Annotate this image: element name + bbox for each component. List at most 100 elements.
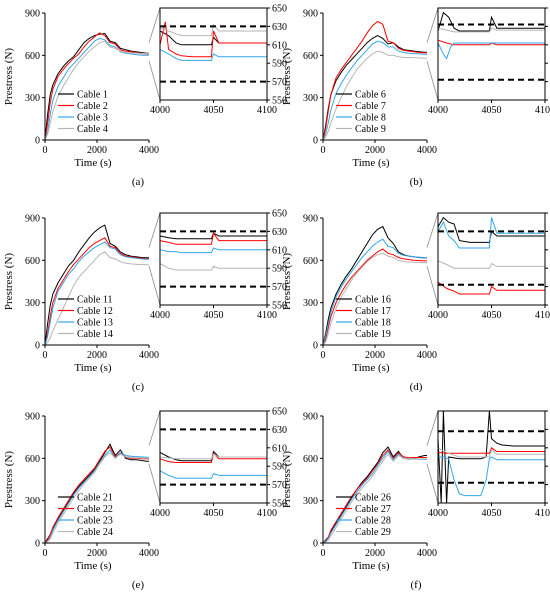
panel6-legend-label-4: Cable 29: [355, 527, 391, 538]
panel5-main-xtick-label: 4000: [139, 548, 159, 559]
panel5-inset-ytick-label: 550: [272, 499, 287, 510]
panel4-main-ytick-label: 600: [303, 256, 318, 267]
panel5-inset-ytick-label: 610: [272, 443, 287, 454]
panel3-main-xtick-label: 4000: [139, 350, 159, 361]
panel5-caption: (e): [132, 579, 145, 591]
panel4-zoom-connector-bottom: [426, 265, 439, 306]
panel1-inset-ytick-label: 610: [272, 40, 287, 51]
panel5-inset-series-3: [159, 470, 267, 479]
panel6-inset-series-4: [437, 447, 545, 458]
panel1-main-ytick-label: 300: [25, 93, 40, 104]
panel5-main-xtick-label: 2000: [87, 548, 107, 559]
panel6-inset-xtick-label: 4100: [535, 508, 550, 519]
panel2-main-xtick-label: 4000: [417, 145, 437, 156]
panel6-legend-label-2: Cable 27: [355, 504, 391, 515]
panel2-inset-xtick-label: 4050: [482, 105, 502, 116]
panel2-zoom-connector-bottom: [426, 60, 439, 101]
panel5-inset-xtick-label: 4100: [257, 508, 277, 519]
panel5-inset-ytick-label: 650: [272, 407, 287, 418]
panel1-inset-ytick-label: 550: [272, 96, 287, 107]
panel1-xlabel: Time (s): [74, 157, 112, 169]
panel3-zoom-connector-top: [148, 212, 161, 248]
panel3-main-xtick-label: 2000: [87, 350, 107, 361]
panel2-legend-label-1: Cable 6: [355, 90, 386, 101]
panel4-inset-series-4: [437, 260, 545, 269]
panel3-inset-ytick-label: 590: [272, 264, 287, 275]
panel1-inset-series-2: [159, 21, 267, 58]
panel3-inset-series-3: [159, 247, 267, 254]
panel6-ylabel: Prestress (N): [281, 451, 293, 508]
panel1-main-ytick-label: 600: [25, 51, 40, 62]
panel3-inset-ytick-label: 550: [272, 301, 287, 312]
panel1-inset-xtick-label: 4050: [204, 105, 224, 116]
panel6-main-ytick-label: 300: [303, 496, 318, 507]
panel2-main-series-4: [322, 50, 427, 141]
panel2-caption: (b): [410, 176, 423, 188]
panel5-inset-xtick-label: 4050: [204, 508, 224, 519]
panel1-zoom-connector-top: [148, 7, 161, 43]
panel6-main-ytick-label: 900: [303, 412, 318, 423]
panel3-legend-label-2: Cable 12: [77, 306, 113, 317]
panel1-main-xtick-label: 0: [43, 145, 48, 156]
panel2-main-series-1: [322, 35, 427, 141]
panel3-inset-ytick-label: 570: [272, 282, 287, 293]
panel1-inset-series-3: [159, 48, 267, 61]
panel3-inset-series-4: [159, 263, 267, 271]
panel5-main-series-3: [44, 449, 149, 544]
panel1-inset-ytick-label: 570: [272, 77, 287, 88]
panel3-inset-background: [160, 213, 267, 305]
panel1-main-series-1: [44, 32, 149, 141]
panel6-legend-label-1: Cable 26: [355, 493, 391, 504]
panel4-xlabel: Time (s): [352, 362, 390, 374]
panel3-zoom-connector-bottom: [148, 265, 161, 306]
panel1-main-series-4: [44, 40, 149, 141]
panel3-main-ytick-label: 600: [25, 256, 40, 267]
panel6-main-xtick-label: 0: [321, 548, 326, 559]
panel3-main-series-1: [44, 224, 149, 346]
panel1-zoom-connector-bottom: [148, 60, 161, 101]
panel5-inset-series-2: [159, 452, 267, 463]
panel1-inset-xtick-label: 4000: [150, 105, 170, 116]
panel3-main-series-2: [44, 237, 149, 346]
panel6-main-xtick-label: 4000: [417, 548, 437, 559]
panel5-main-series-1: [44, 443, 149, 544]
panel1-legend-label-3: Cable 3: [77, 113, 108, 124]
panel2-main-ytick-label: 900: [303, 9, 318, 20]
panel4-legend-label-1: Cable 16: [355, 295, 391, 306]
panel4-main-xtick-label: 4000: [417, 350, 437, 361]
panel4-caption: (d): [410, 381, 423, 393]
panel5-main-series-2: [44, 446, 149, 544]
panel1-inset-series-4: [159, 23, 267, 37]
panel2-inset-xtick-label: 4100: [535, 105, 550, 116]
panel2-legend-label-2: Cable 7: [355, 101, 386, 112]
panel4-main-xtick-label: 0: [321, 350, 326, 361]
panel1-inset-ytick-label: 650: [272, 4, 287, 15]
panel6-inset-series-2: [437, 447, 545, 454]
panel4-inset-series-3: [437, 217, 545, 249]
panel2-inset-series-4: [437, 27, 545, 33]
panel5-legend-label-3: Cable 23: [77, 516, 113, 527]
panel2-main-ytick-label: 600: [303, 51, 318, 62]
panel2-xlabel: Time (s): [352, 157, 390, 169]
panel1-main-xtick-label: 2000: [87, 145, 107, 156]
panel4-inset-series-1: [437, 216, 545, 243]
panel6-zoom-connector-bottom: [426, 463, 439, 504]
panel1-main-series-2: [44, 32, 149, 141]
panel3-inset-series-2: [159, 231, 267, 245]
panel5-legend-label-1: Cable 21: [77, 493, 113, 504]
panel1-legend-label-1: Cable 1: [77, 90, 108, 101]
panel3-main-ytick-label: 0: [35, 341, 40, 352]
panel4-main-ytick-label: 900: [303, 214, 318, 225]
panel4-legend-label-3: Cable 18: [355, 318, 391, 329]
panel6-main-ytick-label: 600: [303, 454, 318, 465]
panel3-legend-label-4: Cable 14: [77, 329, 113, 340]
panel3-main-ytick-label: 900: [25, 214, 40, 225]
panel2-inset-series-2: [437, 39, 545, 46]
panel2-inset-series-1: [437, 11, 545, 32]
panel3-xlabel: Time (s): [74, 362, 112, 374]
panel1-inset-xtick-label: 4100: [257, 105, 277, 116]
panel5-inset-xtick-label: 4000: [150, 508, 170, 519]
panel5-legend-label-2: Cable 22: [77, 504, 113, 515]
panel2-inset-series-3: [437, 42, 545, 60]
panel6-main-ytick-label: 0: [313, 539, 318, 550]
